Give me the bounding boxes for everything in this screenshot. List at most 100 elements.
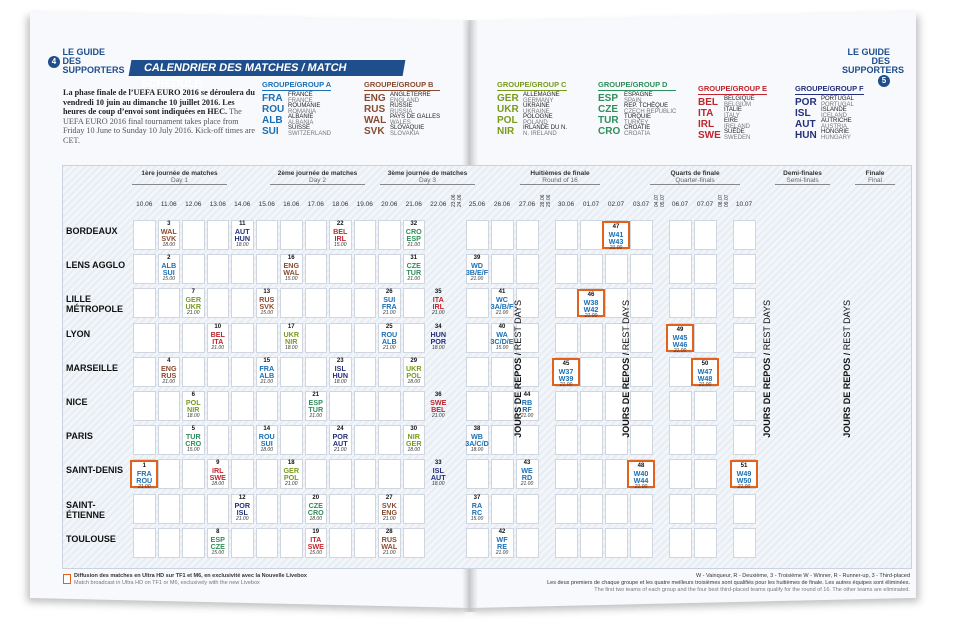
grid-cell <box>554 288 578 319</box>
match-cell[interactable]: 23 ISL HUN 18.00 <box>326 358 354 386</box>
match-cell[interactable]: 17 UKR NIR 18.00 <box>277 324 305 352</box>
match-team: SUI <box>162 268 175 278</box>
grid-cell <box>604 254 628 285</box>
grid-cell <box>304 391 327 421</box>
grid-cell <box>231 425 254 456</box>
kickoff-time: 21.00 <box>520 413 534 419</box>
match-cell[interactable]: 19 ITA SWE 15.00 <box>302 529 330 557</box>
grid-cell <box>732 254 756 285</box>
team-name-en: PORTUGAL <box>821 101 854 108</box>
grid-cell <box>329 425 352 456</box>
match-cell[interactable]: 6 POL NIR 18.00 <box>179 392 207 420</box>
kickoff-time: 21.00 <box>495 310 509 317</box>
match-number: 19 <box>312 528 320 535</box>
match-cell[interactable]: 43 WE RD 21.00 <box>513 460 541 488</box>
match-cell[interactable]: 8 ESP CZE 15.00 <box>204 529 232 557</box>
match-cell[interactable]: 25 ROU ALB 21.00 <box>375 324 403 352</box>
team-name-en: IRELAND <box>724 123 751 130</box>
match-team: W50 <box>736 476 752 486</box>
venue-label: SAINT-ÉTIENNE <box>66 499 106 520</box>
kickoff-time: 21.00 <box>382 549 396 556</box>
grid-cell <box>206 356 229 387</box>
match-cell[interactable]: 42 WF RE 21.00 <box>488 529 516 557</box>
match-cell[interactable]: 2 ALB SUI 15.00 <box>155 255 183 283</box>
match-cell[interactable]: 49 W45 W46 21.00 <box>666 323 694 354</box>
match-cell[interactable]: 14 ROU SUI 18.00 <box>253 426 281 454</box>
match-cell[interactable]: 3 WAL SVK 18.00 <box>155 221 183 249</box>
match-cell[interactable]: 12 POR ISL 21.00 <box>228 495 256 523</box>
match-cell[interactable]: 4 ENG RUS 21.00 <box>155 358 183 386</box>
match-cell[interactable]: 37 RA RC 15.00 <box>463 495 491 523</box>
match-cell[interactable]: 45 W37 W39 21.00 <box>552 357 580 388</box>
kickoff-time: 21.00 <box>673 347 687 354</box>
match-cell[interactable]: 10 BEL ITA 21.00 <box>204 324 232 352</box>
match-cell[interactable]: 38 WB 3A/C/D 18.00 <box>463 426 491 454</box>
team-code: CRO <box>598 126 621 137</box>
match-number: 46 <box>587 292 595 299</box>
match-number: 30 <box>410 426 418 433</box>
match-cell[interactable]: 39 WD 3B/E/F 21.00 <box>463 255 491 283</box>
match-cell[interactable]: 5 TUR CRO 15.00 <box>179 426 207 454</box>
match-cell[interactable]: 9 IRL SWE 18.00 <box>204 460 232 488</box>
match-cell[interactable]: 11 AUT HUN 18.00 <box>228 221 256 249</box>
match-number: 14 <box>263 426 271 433</box>
kickoff-time: 21.00 <box>382 310 396 317</box>
match-cell[interactable]: 18 GER POL 21.00 <box>277 460 305 488</box>
match-team: UKR <box>405 363 422 373</box>
match-cell[interactable]: 40 WA 3C/D/E 15.00 <box>488 324 516 352</box>
match-cell[interactable]: 28 RUS WAL 21.00 <box>375 529 403 557</box>
match-team: IRL <box>211 466 224 476</box>
match-cell[interactable]: 34 HUN POR 18.00 <box>424 324 452 352</box>
match-team: ROU <box>381 329 398 339</box>
match-cell[interactable]: 46 W38 W42 21.00 <box>577 289 605 319</box>
match-cell[interactable]: 7 GER UKR 21.00 <box>179 289 207 317</box>
phase-header-fr: Huitièmes de finale <box>530 170 590 177</box>
match-cell[interactable]: 31 CZE TUR 21.00 <box>400 255 428 283</box>
match-cell[interactable]: 1 FRA ROU 21.00 <box>130 460 159 490</box>
match-cell[interactable]: 16 ENG WAL 15.00 <box>277 255 305 283</box>
match-cell[interactable]: 30 NIR GER 18.00 <box>400 426 428 454</box>
match-cell[interactable]: 27 SVK ENG 21.00 <box>375 495 403 523</box>
match-cell[interactable]: 51 W49 W50 21.00 <box>730 460 758 490</box>
match-number: 36 <box>434 392 442 398</box>
grid-cell <box>157 527 180 558</box>
date-header: 08.07 09.07 <box>717 194 730 208</box>
match-cell[interactable]: 33 ISL AUT 18.00 <box>424 460 452 488</box>
venue-label: LYON <box>66 328 91 339</box>
team-name-en: BELGIUM <box>724 101 752 108</box>
kickoff-time: 18.00 <box>186 413 200 419</box>
grid-cell <box>133 527 156 558</box>
match-cell[interactable]: 20 CZE CRO 18.00 <box>302 495 330 523</box>
match-number: 1 <box>142 463 146 470</box>
grid-cell <box>402 322 425 353</box>
match-cell[interactable]: 32 CRO ESP 21.00 <box>400 221 428 249</box>
grid-cell <box>206 322 229 353</box>
match-cell[interactable]: 29 UKR POL 18.00 <box>400 358 428 386</box>
match-cell[interactable]: 44 RB RF 21.00 <box>513 392 541 420</box>
match-cell[interactable]: 50 W47 W48 21.00 <box>691 357 719 388</box>
match-cell[interactable]: 47 W41 W43 21.00 <box>602 221 630 251</box>
match-number: 17 <box>287 323 295 330</box>
match-cell[interactable]: 41 WC 3A/B/F 21.00 <box>488 289 516 317</box>
match-cell[interactable]: 36 SWE BEL 21.00 <box>424 392 452 420</box>
grid-cell <box>231 459 254 490</box>
match-cell[interactable]: 13 RUS SVK 15.00 <box>253 289 281 317</box>
match-cell[interactable]: 15 FRA ALB 21.00 <box>253 358 281 386</box>
grid-cell <box>157 356 180 387</box>
match-cell[interactable]: 22 BEL IRL 15.00 <box>326 221 354 249</box>
match-cell[interactable]: 26 SUI FRA 21.00 <box>375 289 403 317</box>
team-name: CROATIE CROATIA <box>624 124 651 137</box>
match-number: 20 <box>312 494 320 501</box>
match-cell[interactable]: 24 POR AUT 21.00 <box>326 426 354 454</box>
team-name: SUÈDE SWEDEN <box>724 128 751 141</box>
match-team: WAL <box>160 227 177 236</box>
phase-header-en: Final <box>867 177 883 184</box>
team-name-en: ALBANIA <box>288 119 314 126</box>
intro-french: La phase finale de l’UEFA EURO 2016 se d… <box>63 88 255 117</box>
match-team: HUN <box>430 329 447 339</box>
group-title: GROUPE/GROUP B <box>364 80 441 91</box>
group-team-row: FRA FRANCE FRANCE <box>262 92 331 104</box>
match-cell[interactable]: 21 ESP TUR 21.00 <box>302 392 330 420</box>
match-cell[interactable]: 35 ITA IRL 21.00 <box>424 289 452 317</box>
match-cell[interactable]: 48 W40 W44 21.00 <box>627 460 655 490</box>
